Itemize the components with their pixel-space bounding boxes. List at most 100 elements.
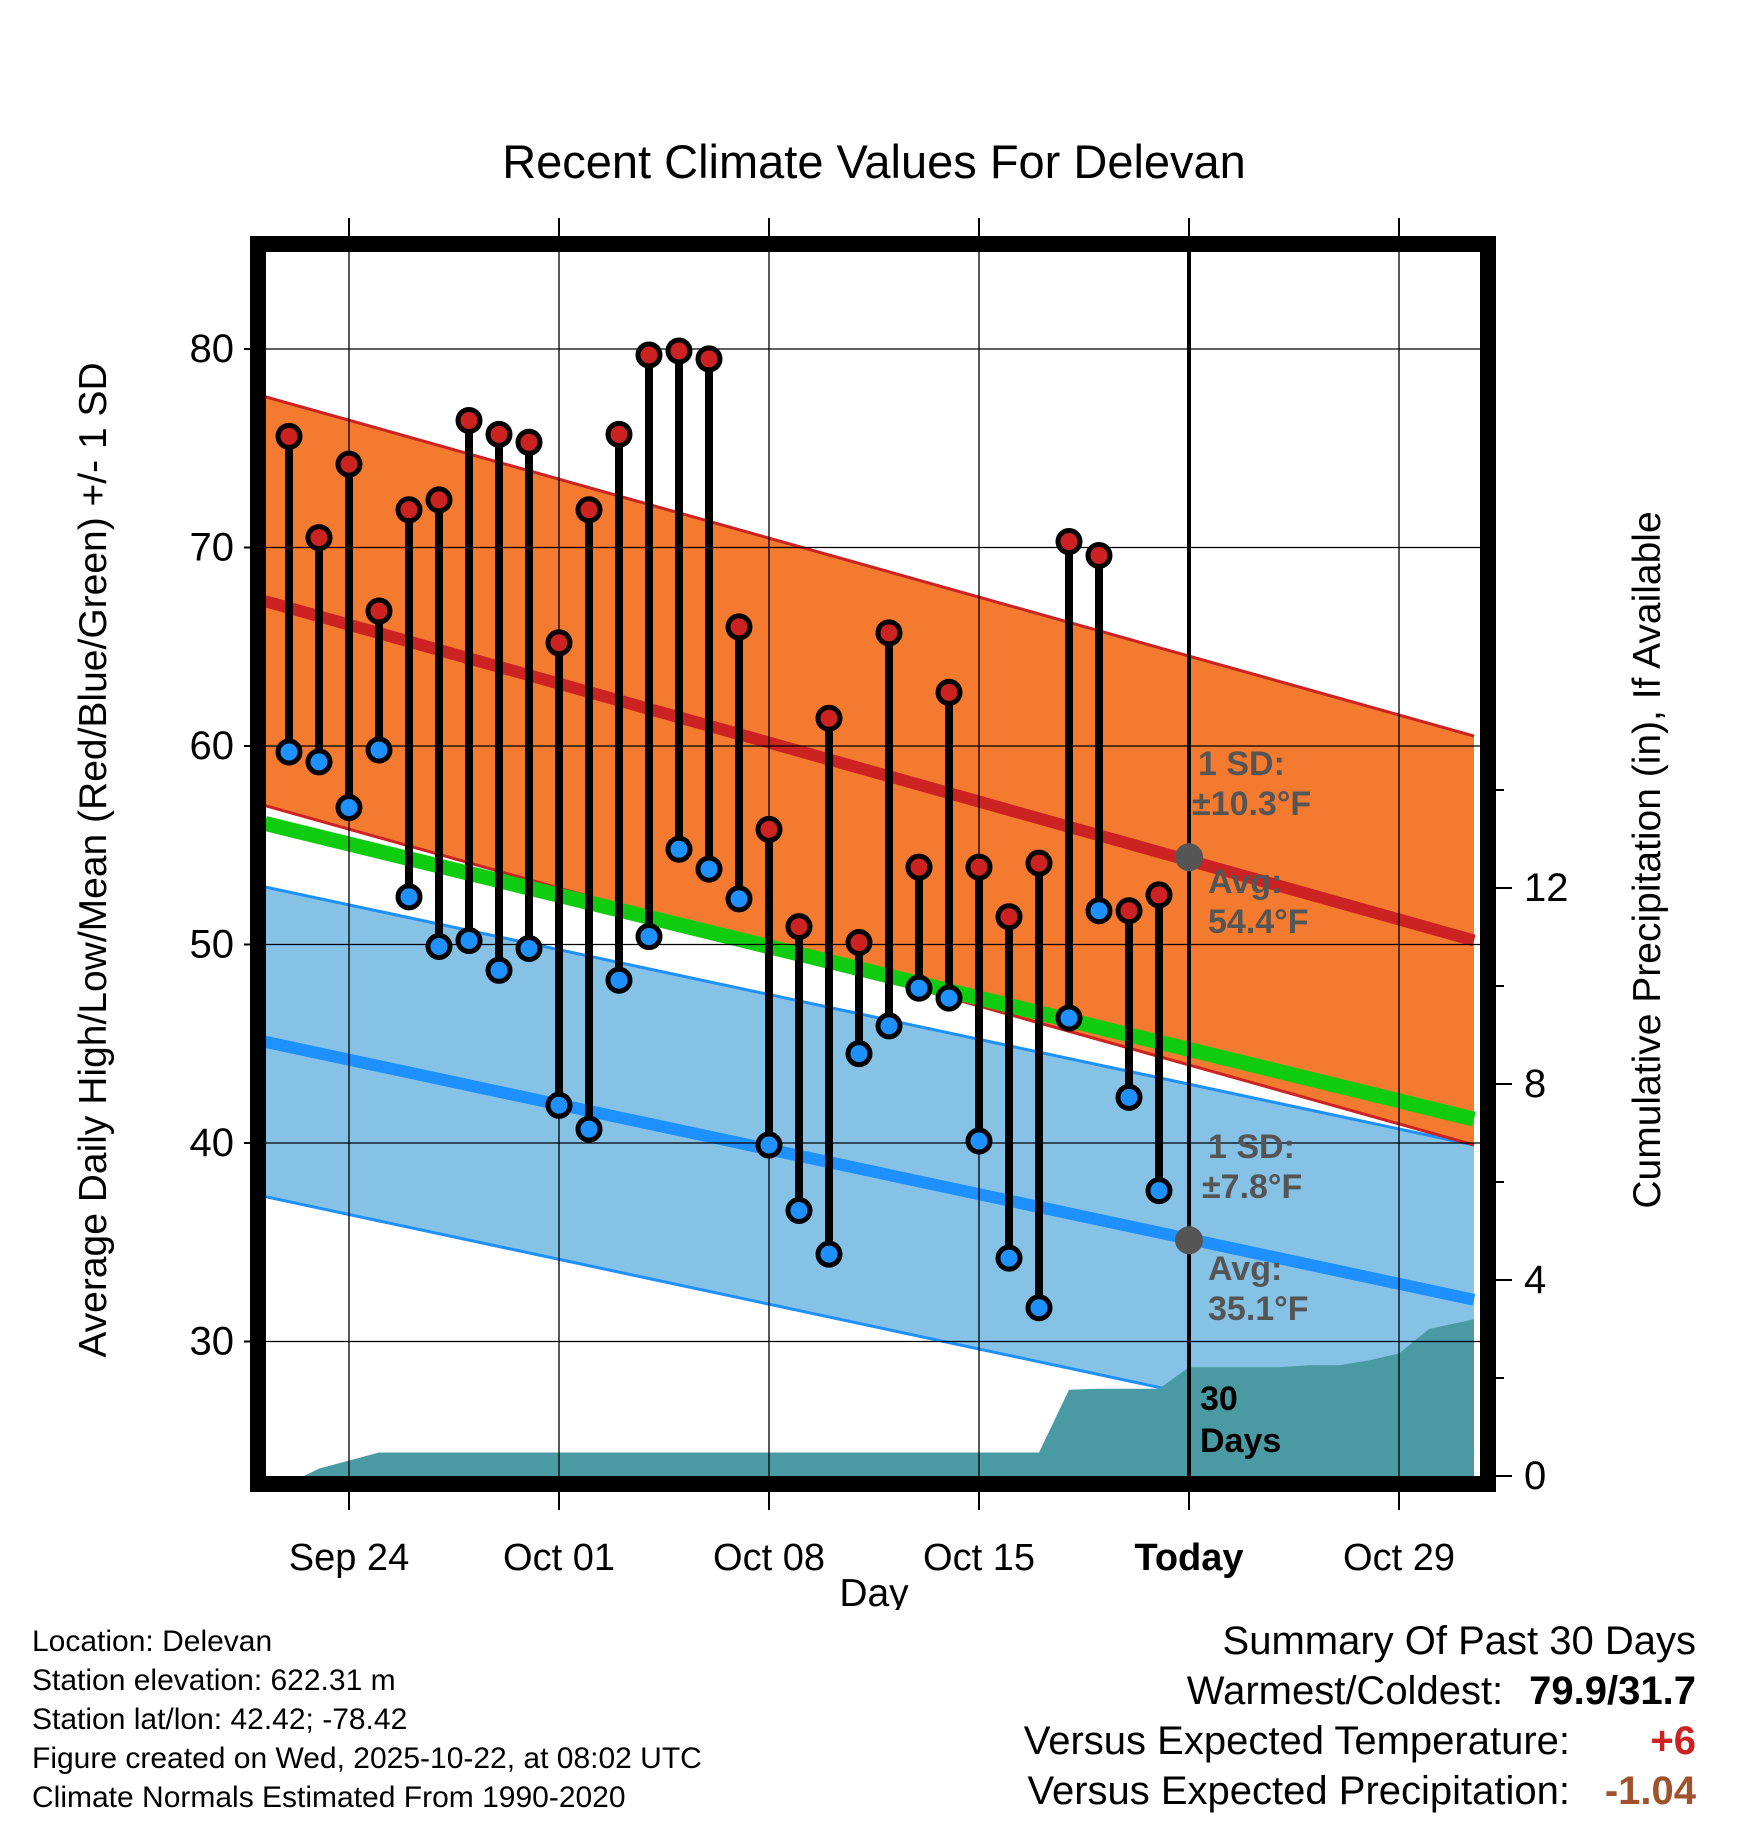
summary-heading: Summary Of Past 30 Days: [1222, 1619, 1696, 1663]
daily-low-point: [755, 1131, 783, 1159]
climate-chart: Recent Climate Values For Delevan 30 40 50…: [72, 135, 1669, 1610]
daily-low-point: [785, 1196, 813, 1224]
daily-low-point: [815, 1240, 843, 1268]
chart-title: Recent Climate Values For Delevan: [502, 135, 1246, 188]
daily-low-point: [335, 794, 363, 822]
low-sd-value: ±7.8°F: [1202, 1168, 1302, 1206]
daily-low-point: [425, 932, 453, 960]
high-sd-value: ±10.3°F: [1192, 785, 1311, 823]
daily-low-point: [1115, 1083, 1143, 1111]
daily-low-point: [905, 974, 933, 1002]
y-tick-label: 60: [190, 724, 235, 768]
daily-low-point: [485, 956, 513, 984]
created-text: Figure created on Wed, 2025-10-22, at 08…: [32, 1742, 702, 1775]
daily-high-point: [785, 913, 813, 941]
daily-low-point: [725, 885, 753, 913]
daily-high-point: [515, 428, 543, 456]
daily-high-point: [1055, 528, 1083, 556]
y-tick-label: 30: [190, 1320, 235, 1364]
daily-low-point: [365, 736, 393, 764]
y-tick-label: 80: [190, 327, 235, 371]
daily-low-point: [1085, 897, 1113, 925]
station-info: Location: Delevan Station elevation: 622…: [32, 1622, 702, 1817]
daily-low-point: [275, 738, 303, 766]
precip-anomaly-value: -1.04: [1604, 1769, 1696, 1813]
daily-high-point: [455, 406, 483, 434]
daily-high-point: [1085, 541, 1113, 569]
daily-low-point: [845, 1040, 873, 1068]
y2-axis-label: Cumulative Precipitation (in), If Availa…: [1626, 511, 1669, 1208]
temp-anomaly-value: +6: [1650, 1719, 1696, 1763]
y2-tick-label: 8: [1524, 1062, 1546, 1106]
precip-anomaly-label: Versus Expected Precipitation:: [1027, 1769, 1570, 1813]
daily-high-point: [395, 496, 423, 524]
x-tick-label: Sep 24: [289, 1537, 409, 1579]
x-tick-label: Oct 29: [1343, 1537, 1455, 1579]
daily-low-point: [965, 1127, 993, 1155]
daily-low-point: [605, 966, 633, 994]
y-tick-label: 40: [190, 1121, 235, 1165]
daily-low-point: [665, 835, 693, 863]
daily-high-point: [275, 422, 303, 450]
y-tick-label: 70: [190, 526, 235, 570]
daily-high-point: [1025, 849, 1053, 877]
daily-low-point: [1025, 1294, 1053, 1322]
daily-low-point: [575, 1115, 603, 1143]
today-low-avg-marker: [1175, 1226, 1203, 1255]
days-count: 30: [1200, 1380, 1238, 1418]
daily-high-point: [905, 853, 933, 881]
daily-high-point: [965, 853, 993, 881]
daily-low-point: [305, 748, 333, 776]
daily-high-point: [1145, 881, 1173, 909]
low-avg-value: 35.1°F: [1208, 1290, 1309, 1328]
daily-low-point: [1055, 1004, 1083, 1032]
daily-high-point: [425, 486, 453, 514]
location-text: Location: Delevan: [32, 1625, 273, 1658]
high-sd-label: 1 SD:: [1198, 745, 1285, 783]
daily-low-point: [935, 984, 963, 1012]
warm-cold-value: 79.9/31.7: [1529, 1669, 1696, 1713]
daily-high-point: [935, 678, 963, 706]
daily-low-point: [695, 855, 723, 883]
summary-panel: Summary Of Past 30 Days Warmest/Coldest:…: [1024, 1616, 1696, 1816]
elevation-text: Station elevation: 622.31 m: [32, 1664, 396, 1697]
daily-high-point: [305, 524, 333, 552]
y2-tick-label: 0: [1524, 1454, 1546, 1498]
temp-anomaly-label: Versus Expected Temperature:: [1023, 1719, 1570, 1763]
daily-low-point: [635, 923, 663, 951]
low-sd-label: 1 SD:: [1208, 1128, 1295, 1166]
y2-tick-label: 12: [1524, 866, 1569, 910]
daily-low-point: [1145, 1177, 1173, 1205]
high-avg-value: 54.4°F: [1208, 903, 1309, 941]
x-tick-label: Oct 15: [923, 1537, 1035, 1579]
days-label: Days: [1200, 1422, 1281, 1460]
plot-content: [258, 244, 1488, 1484]
x-tick-label: Today: [1134, 1537, 1243, 1579]
y-tick-label: 50: [190, 923, 235, 967]
daily-high-point: [1115, 897, 1143, 925]
x-tick-label: Oct 08: [713, 1537, 825, 1579]
precip-area: [265, 1319, 1474, 1476]
x-tick-label: Oct 01: [503, 1537, 615, 1579]
daily-high-point: [995, 903, 1023, 931]
daily-high-point: [575, 496, 603, 524]
warm-cold-label: Warmest/Coldest:: [1186, 1669, 1504, 1713]
daily-high-point: [695, 345, 723, 373]
daily-high-point: [875, 619, 903, 647]
daily-low-point: [515, 934, 543, 962]
daily-low-point: [875, 1012, 903, 1040]
daily-high-point: [725, 613, 753, 641]
daily-high-point: [545, 629, 573, 657]
daily-high-point: [365, 597, 393, 625]
plot-area: 30 40 50 60 70 80 0 4 8 12 Sep 24 Oct 01 Oct 08 Oct 1…: [190, 218, 1569, 1579]
daily-high-point: [635, 341, 663, 369]
daily-low-point: [995, 1244, 1023, 1272]
latlon-text: Station lat/lon: 42.42; -78.42: [32, 1703, 408, 1736]
normals-text: Climate Normals Estimated From 1990-2020: [32, 1781, 626, 1814]
y-axis-label: Average Daily High/Low/Mean (Red/Blue/Gr…: [72, 362, 115, 1357]
today-high-avg-marker: [1175, 843, 1203, 872]
daily-low-point: [545, 1091, 573, 1119]
daily-low-point: [395, 883, 423, 911]
plot-frame: [250, 236, 1496, 1492]
daily-low-point: [455, 927, 483, 955]
